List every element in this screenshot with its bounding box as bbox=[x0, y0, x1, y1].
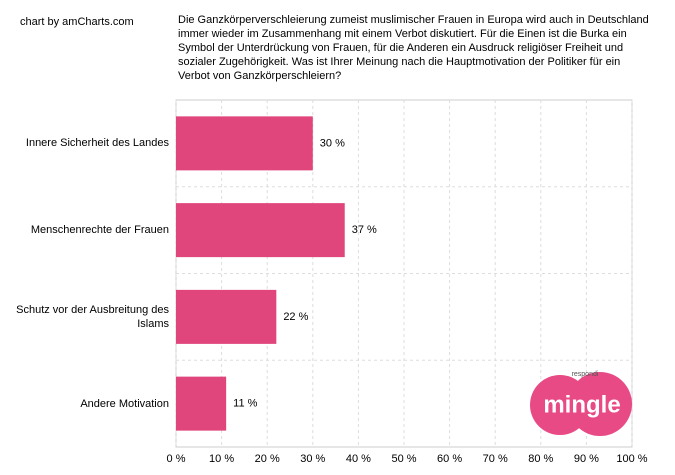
bar bbox=[176, 203, 345, 258]
category-label: Innere Sicherheit des Landes bbox=[25, 137, 169, 150]
category-label: Menschenrechte der Frauen bbox=[30, 224, 169, 237]
category-label: Andere Motivation bbox=[80, 397, 169, 410]
x-tick-label: 40 % bbox=[346, 453, 371, 465]
x-tick-label: 20 % bbox=[255, 453, 280, 465]
x-tick-label: 0 % bbox=[167, 453, 186, 465]
bar bbox=[176, 116, 313, 171]
category-label: Schutz vor der Ausbreitung des Islams bbox=[16, 303, 169, 330]
x-tick-label: 70 % bbox=[483, 453, 508, 465]
logo-text: mingle bbox=[543, 391, 620, 418]
bar bbox=[176, 376, 227, 431]
logo-circle bbox=[568, 372, 632, 436]
chart-title: Die Ganzkörperverschleierung zumeist mus… bbox=[178, 14, 649, 82]
bar bbox=[176, 289, 277, 344]
value-label: 22 % bbox=[283, 311, 308, 323]
x-tick-label: 100 % bbox=[616, 453, 647, 465]
x-tick-label: 80 % bbox=[528, 453, 553, 465]
x-tick-label: 30 % bbox=[300, 453, 325, 465]
value-label: 11 % bbox=[233, 398, 257, 410]
value-label: 37 % bbox=[352, 224, 377, 236]
logo-small: respondi bbox=[572, 371, 599, 378]
x-tick-label: 10 % bbox=[209, 453, 234, 465]
logo: respondi mingle bbox=[530, 371, 632, 436]
credit: chart by amCharts.com bbox=[20, 16, 134, 28]
x-tick-label: 50 % bbox=[391, 453, 416, 465]
value-label: 30 % bbox=[320, 137, 345, 149]
x-tick-label: 60 % bbox=[437, 453, 462, 465]
x-tick-label: 90 % bbox=[574, 453, 599, 465]
